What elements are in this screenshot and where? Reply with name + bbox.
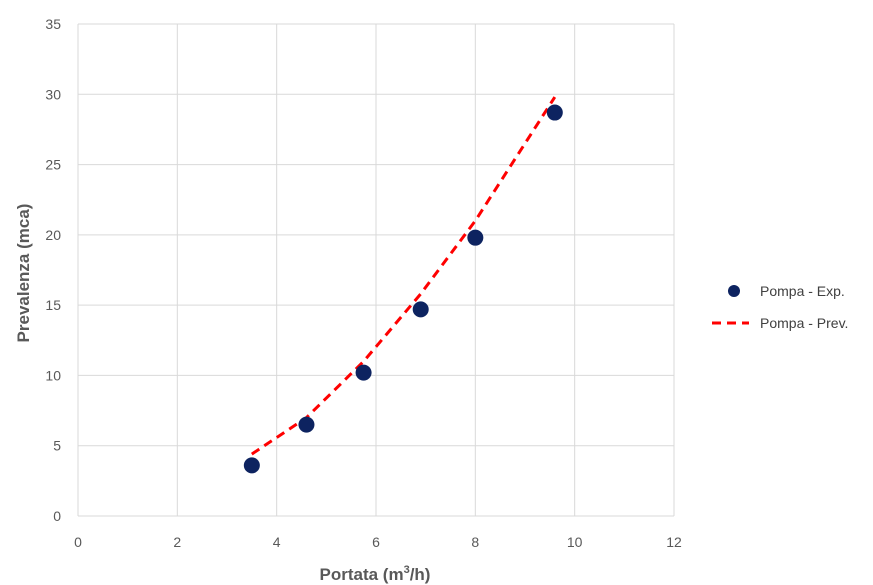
legend-marker-exp (728, 285, 740, 297)
data-point-exp (413, 301, 429, 317)
data-point-exp (547, 105, 563, 121)
legend-label-exp: Pompa - Exp. (760, 283, 845, 299)
y-tick-label: 10 (45, 367, 61, 383)
data-point-exp (244, 457, 260, 473)
y-tick-label: 15 (45, 297, 61, 313)
x-tick-label: 4 (273, 534, 281, 550)
gridlines (78, 24, 674, 516)
x-tick-label: 6 (372, 534, 380, 550)
data-point-exp (298, 417, 314, 433)
x-tick-label: 2 (173, 534, 181, 550)
y-axis-title: Prevalenza (mca) (14, 204, 33, 343)
x-axis-title: Portata (m3/h) (320, 564, 431, 584)
data-point-exp (467, 230, 483, 246)
y-tick-label: 30 (45, 86, 61, 102)
y-tick-label: 5 (53, 438, 61, 454)
plot-area (244, 97, 563, 473)
legend: Pompa - Exp. Pompa - Prev. (712, 283, 848, 331)
legend-label-prev: Pompa - Prev. (760, 315, 848, 331)
x-tick-label: 0 (74, 534, 82, 550)
y-axis-ticks: 0 5 10 15 20 25 30 35 (45, 16, 61, 524)
y-tick-label: 25 (45, 157, 61, 173)
y-tick-label: 0 (53, 508, 61, 524)
x-tick-label: 8 (471, 534, 479, 550)
x-axis-ticks: 0 2 4 6 8 10 12 (74, 534, 682, 550)
y-tick-label: 35 (45, 16, 61, 32)
y-tick-label: 20 (45, 227, 61, 243)
x-axis-title-main: Portata (m (320, 565, 404, 584)
data-point-exp (356, 365, 372, 381)
x-tick-label: 12 (666, 534, 682, 550)
x-axis-title-end: /h) (410, 565, 431, 584)
series-line-prev (252, 97, 555, 454)
x-tick-label: 10 (567, 534, 583, 550)
